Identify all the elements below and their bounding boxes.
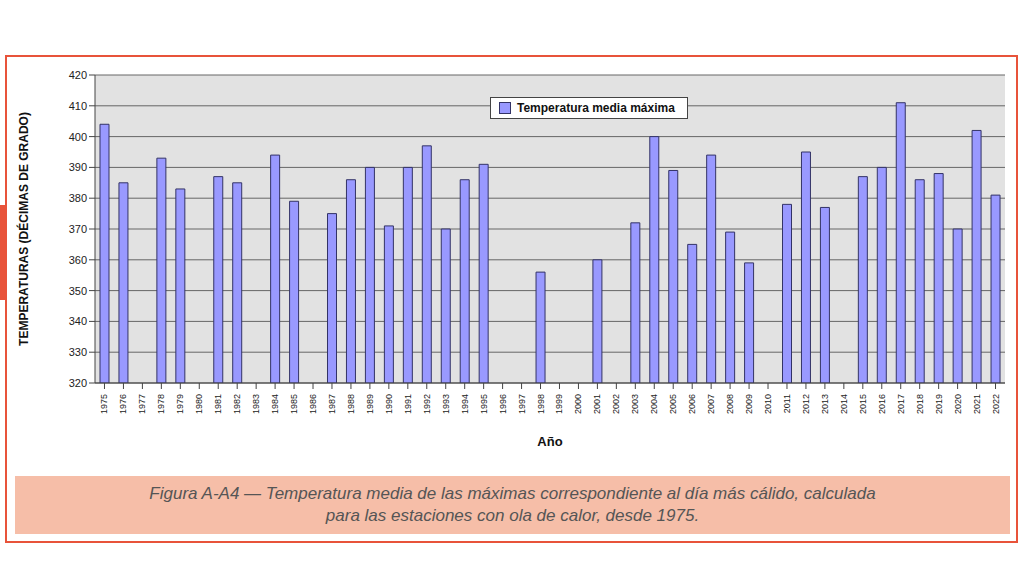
svg-text:1976: 1976 [118,394,128,414]
svg-text:1983: 1983 [251,394,261,414]
svg-text:2011: 2011 [782,394,792,413]
svg-text:1977: 1977 [137,394,147,414]
svg-text:1999: 1999 [554,394,564,414]
svg-text:360: 360 [69,254,87,266]
svg-text:1996: 1996 [498,394,508,414]
svg-text:350: 350 [69,285,87,297]
svg-text:1979: 1979 [175,394,185,414]
svg-text:1981: 1981 [213,394,223,414]
svg-text:Año: Año [537,434,562,449]
svg-text:2018: 2018 [915,394,925,414]
svg-text:2014: 2014 [839,394,849,414]
svg-text:2022: 2022 [991,394,1001,414]
html-text:Temperatura media máxima: Temperatura media máxima [517,101,675,115]
svg-text:1982: 1982 [232,394,242,414]
svg-text:2005: 2005 [668,394,678,414]
svg-text:TEMPERATURAS (DÉCIMAS DE GRADO: TEMPERATURAS (DÉCIMAS DE GRADO) [16,112,31,346]
svg-text:2020: 2020 [953,394,963,414]
svg-text:2009: 2009 [744,394,754,414]
svg-text:380: 380 [69,192,87,204]
svg-text:1997: 1997 [517,394,527,414]
svg-text:2001: 2001 [592,394,602,414]
html-text:Figura A-A4 — Temperatura medi: Figura A-A4 — Temperatura media de las m… [149,484,876,525]
svg-text:1988: 1988 [346,394,356,414]
svg-text:2004: 2004 [649,394,659,414]
svg-text:2019: 2019 [934,394,944,414]
svg-text:1989: 1989 [365,394,375,414]
svg-text:2010: 2010 [763,394,773,414]
svg-text:1987: 1987 [327,394,337,414]
svg-text:2013: 2013 [820,394,830,414]
svg-text:1980: 1980 [194,394,204,414]
svg-text:1978: 1978 [156,394,166,414]
svg-text:2002: 2002 [611,394,621,414]
svg-text:1985: 1985 [289,394,299,414]
svg-text:1991: 1991 [403,394,413,414]
svg-text:1975: 1975 [99,394,109,414]
svg-text:1993: 1993 [441,394,451,414]
svg-text:2000: 2000 [573,394,583,414]
svg-text:390: 390 [69,161,87,173]
svg-text:2007: 2007 [706,394,716,414]
svg-text:400: 400 [69,131,87,143]
svg-text:1992: 1992 [422,394,432,414]
svg-text:2003: 2003 [630,394,640,414]
svg-text:1990: 1990 [384,394,394,414]
svg-text:330: 330 [69,346,87,358]
svg-text:1984: 1984 [270,394,280,414]
svg-text:2012: 2012 [801,394,811,414]
svg-text:370: 370 [69,223,87,235]
svg-text:420: 420 [69,69,87,81]
svg-text:320: 320 [69,377,87,389]
svg-text:2006: 2006 [687,394,697,414]
svg-text:2017: 2017 [896,394,906,414]
svg-text:1998: 1998 [536,394,546,414]
svg-text:1995: 1995 [479,394,489,414]
svg-text:2016: 2016 [877,394,887,414]
svg-text:1986: 1986 [308,394,318,414]
svg-text:2008: 2008 [725,394,735,414]
svg-text:1994: 1994 [460,394,470,414]
svg-text:340: 340 [69,315,87,327]
svg-text:2021: 2021 [972,394,982,414]
svg-text:410: 410 [69,100,87,112]
svg-text:2015: 2015 [858,394,868,414]
